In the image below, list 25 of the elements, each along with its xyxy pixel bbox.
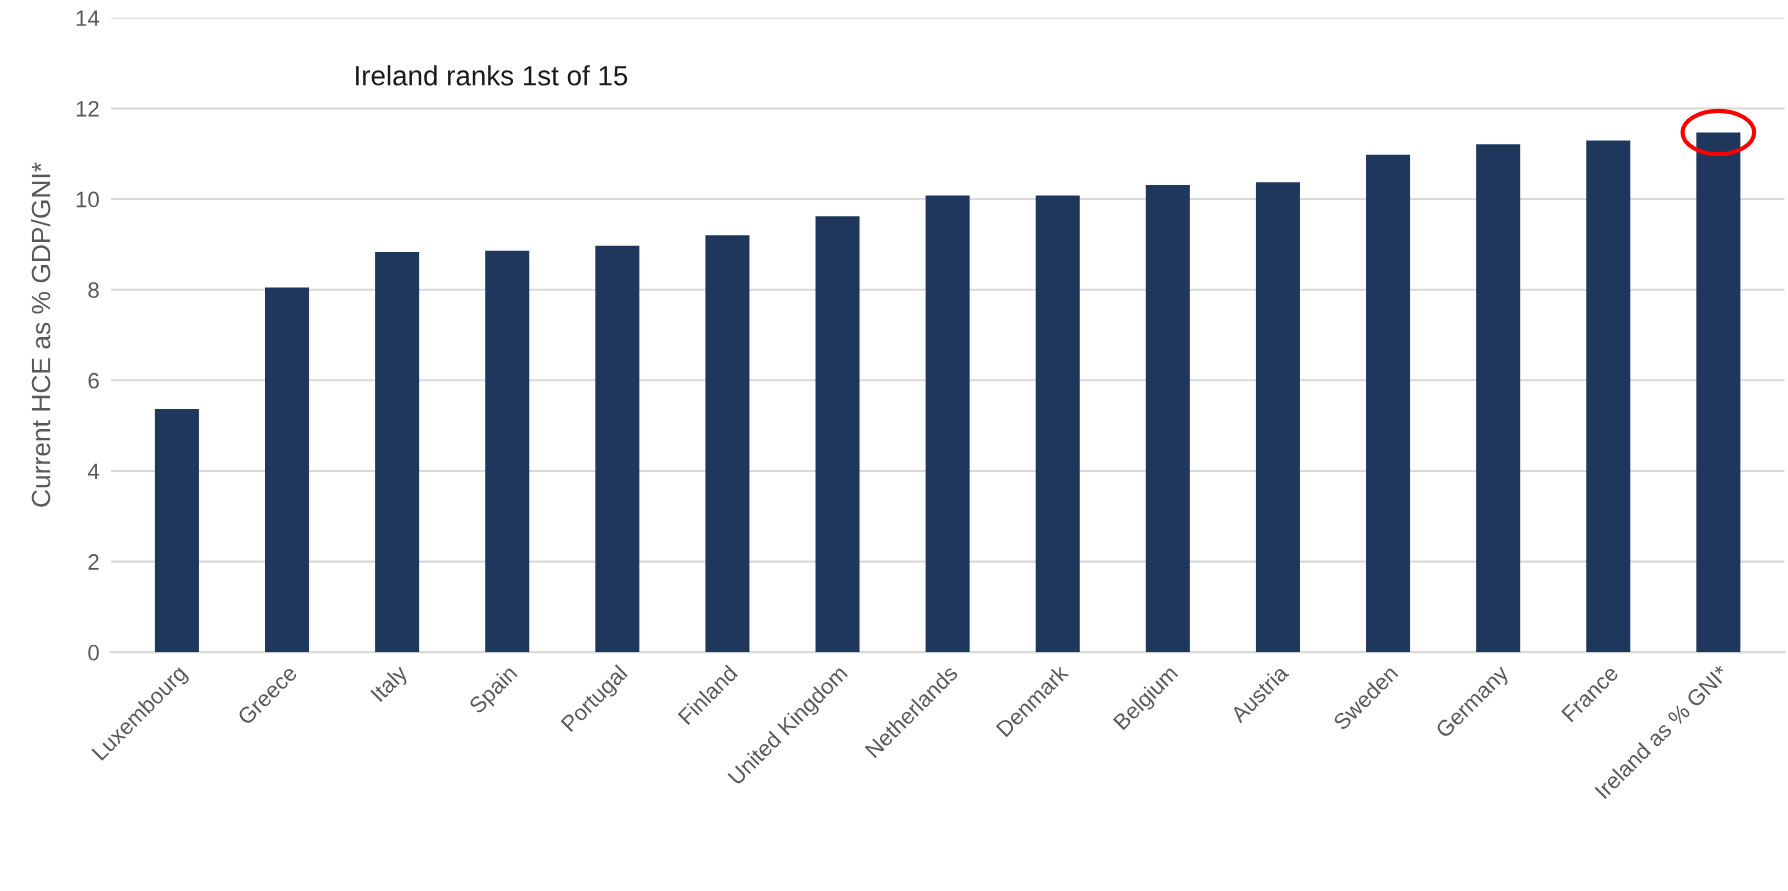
bar xyxy=(595,245,640,653)
y-tick-label: 8 xyxy=(88,282,99,298)
y-tick-label: 14 xyxy=(76,10,100,26)
bar xyxy=(705,235,750,653)
bar xyxy=(375,252,420,653)
bar xyxy=(265,287,310,653)
y-tick-label: 4 xyxy=(87,463,100,480)
bar xyxy=(485,250,530,653)
y-tick-label: 6 xyxy=(88,372,99,389)
bar xyxy=(1255,182,1300,653)
annotation: Ireland ranks 1st of 15 xyxy=(356,65,628,86)
x-tick-label: Italy xyxy=(369,663,412,706)
bar xyxy=(1586,140,1631,653)
bar xyxy=(1366,154,1411,653)
y-tick-label: 0 xyxy=(88,644,99,661)
y-tick-label: 2 xyxy=(88,554,99,570)
bar xyxy=(815,216,860,653)
bar xyxy=(925,195,970,653)
bar xyxy=(154,408,199,653)
bar xyxy=(1035,195,1080,653)
y-tick-label: 12 xyxy=(76,100,99,117)
bar xyxy=(1476,144,1521,653)
bar xyxy=(1145,185,1190,653)
y-tick-label: 10 xyxy=(76,191,99,208)
y-axis-title: Current HCE as % GDP/GNI* xyxy=(30,162,51,507)
